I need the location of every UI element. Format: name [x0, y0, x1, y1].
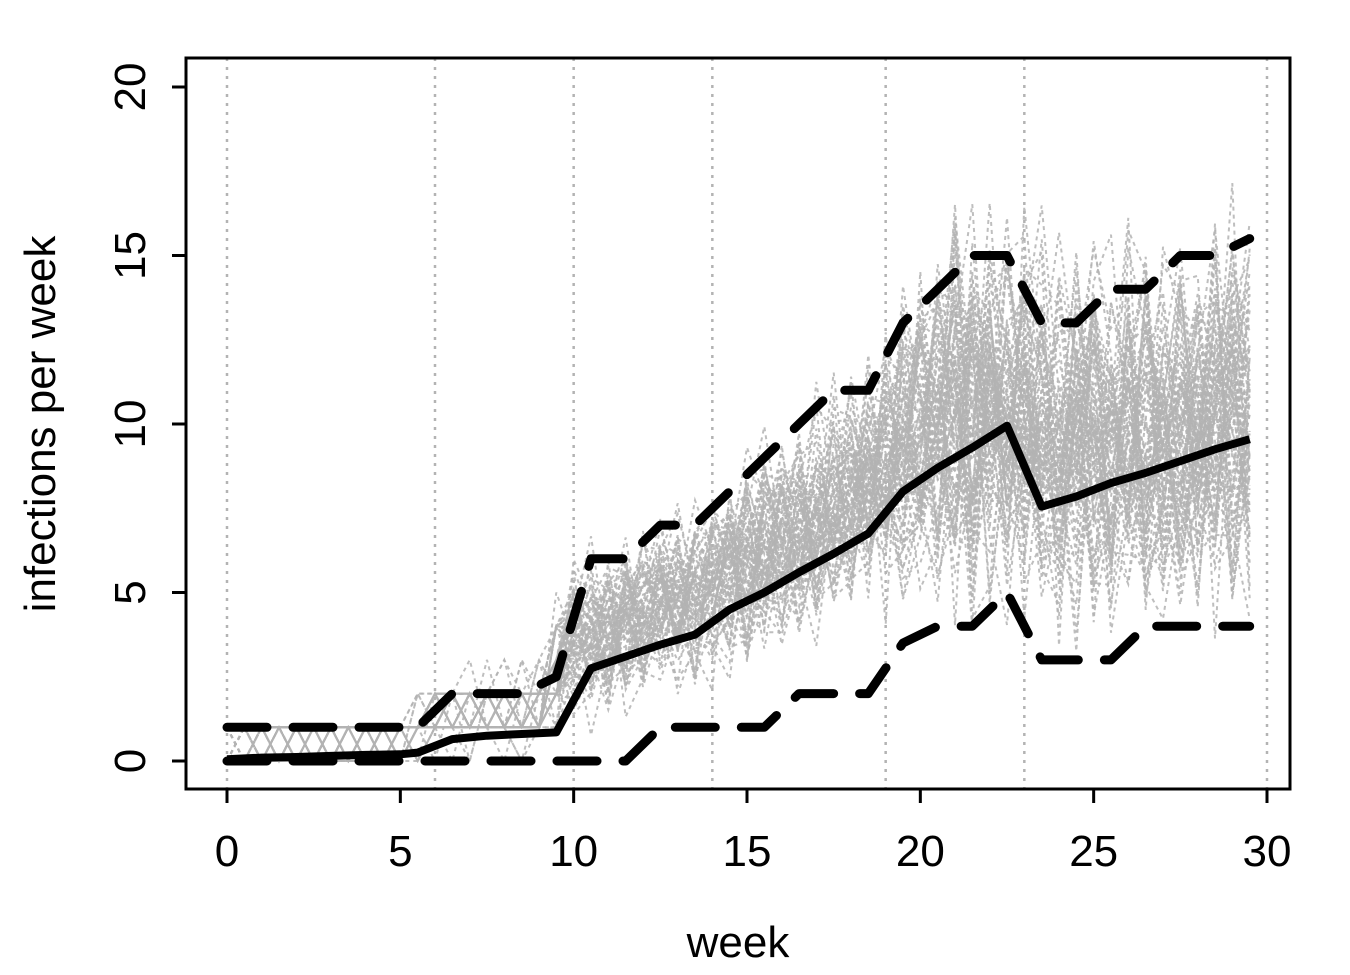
quantile-line — [222, 234, 1255, 732]
y-tick-label: 0 — [106, 749, 155, 773]
simulation-line — [227, 202, 1251, 764]
y-axis: 0 5 10 15 20 — [106, 63, 186, 773]
x-tick-label: 0 — [215, 827, 239, 876]
simulation-line — [226, 294, 1251, 764]
simulation-line — [226, 301, 1251, 764]
x-axis-label: week — [686, 918, 791, 967]
y-tick-label: 5 — [106, 580, 155, 604]
simulation-line — [226, 234, 1251, 764]
x-tick-label: 25 — [1069, 827, 1118, 876]
y-axis-label: infections per week — [16, 235, 65, 613]
simulation-line — [227, 305, 1250, 764]
simulation-line — [227, 281, 1251, 762]
x-tick-label: 15 — [723, 827, 772, 876]
median-line — [226, 421, 1251, 764]
x-tick-label: 10 — [549, 827, 598, 876]
summary-series — [222, 234, 1255, 766]
simulation-line — [227, 273, 1251, 764]
simulation-line — [226, 183, 1251, 764]
x-axis: 0 5 10 15 20 25 30 — [215, 789, 1292, 876]
x-tick-label: 5 — [388, 827, 412, 876]
simulation-lines — [226, 183, 1251, 764]
x-tick-label: 30 — [1243, 827, 1292, 876]
x-tick-label: 20 — [896, 827, 945, 876]
simulation-line — [226, 255, 1251, 764]
simulation-line — [227, 267, 1251, 762]
y-tick-label: 20 — [106, 63, 155, 112]
simulation-line — [226, 246, 1251, 764]
y-tick-label: 15 — [106, 231, 155, 280]
y-tick-label: 10 — [106, 400, 155, 449]
quantile-line — [222, 588, 1255, 766]
